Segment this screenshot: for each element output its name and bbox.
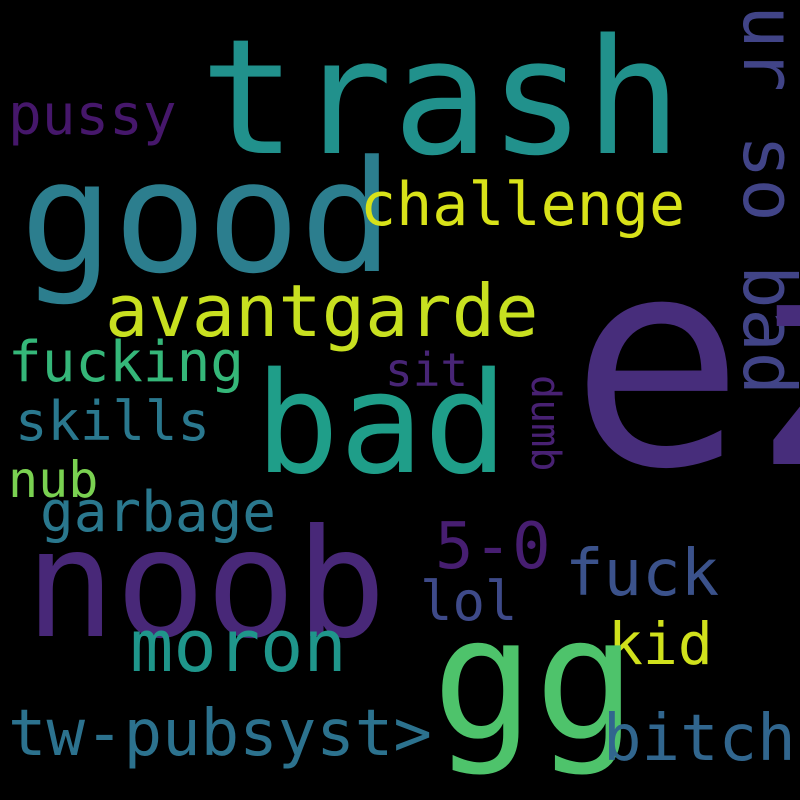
word-bad: bad	[255, 343, 508, 506]
word-moron: moron	[130, 604, 347, 688]
word-sit: sit	[385, 343, 469, 397]
word-garbage: garbage	[40, 480, 277, 545]
word-lol: lol	[420, 570, 518, 633]
word-nub: nub	[8, 451, 99, 509]
word-pussy: pussy	[8, 83, 177, 148]
word-bitch: bitch	[603, 702, 796, 776]
word-good: good	[20, 127, 394, 308]
word-5-0: 5-0	[435, 510, 551, 584]
word-ez: ez	[570, 196, 800, 533]
word-avantgarde: avantgarde	[105, 269, 539, 353]
word-tw-pubsyst: tw-pubsyst>	[8, 697, 432, 771]
word-noob: noob	[25, 498, 387, 672]
word-dumb: dumb	[522, 375, 568, 472]
word-trash: trash	[200, 4, 682, 191]
word-gg: gg	[432, 581, 637, 779]
word-kid: kid	[608, 610, 713, 678]
word-fucking: fucking	[8, 330, 245, 395]
word-skills: skills	[15, 390, 211, 453]
word-challenge: challenge	[360, 170, 686, 240]
word-fuck: fuck	[565, 537, 720, 611]
